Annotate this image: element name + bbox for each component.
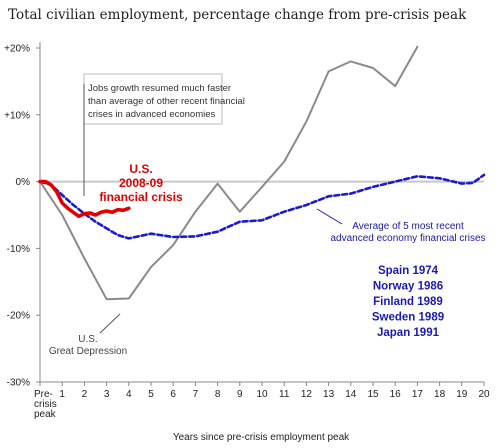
x-tick-label: 8 bbox=[215, 389, 221, 400]
callout-text: Jobs growth resumed much faster than aver… bbox=[88, 83, 245, 120]
x-tick-label: 20 bbox=[478, 389, 490, 400]
x-tick-label: 18 bbox=[434, 389, 446, 400]
great-depression-label: U.S. Great Depression bbox=[49, 334, 127, 357]
series-lines bbox=[38, 45, 486, 301]
x-tick-label: 14 bbox=[345, 389, 357, 400]
y-tick-label: -20% bbox=[7, 311, 30, 322]
x-tick-label: 17 bbox=[412, 389, 424, 400]
x-tick-label: 5 bbox=[148, 389, 154, 400]
great-depression-leader bbox=[99, 313, 121, 334]
us-2008-label: U.S. 2008-09 financial crisis bbox=[99, 162, 183, 204]
x-tick-label: Pre-crisis peak bbox=[34, 389, 57, 420]
x-axis-label: Years since pre-crisis employment peak bbox=[173, 432, 350, 443]
x-tick-label: 3 bbox=[104, 389, 110, 400]
y-tick-label: -30% bbox=[7, 378, 30, 389]
callout-box bbox=[83, 73, 223, 125]
y-tick-label: 0% bbox=[16, 177, 31, 188]
annotations: Jobs growth resumed much faster than aver… bbox=[49, 73, 486, 357]
x-tick-label: 12 bbox=[301, 389, 313, 400]
x-tick-label: 10 bbox=[256, 389, 268, 400]
x-tick-label: 2 bbox=[82, 389, 88, 400]
x-tick-label: 15 bbox=[367, 389, 379, 400]
x-tick-label: 4 bbox=[126, 389, 132, 400]
series-line bbox=[39, 45, 419, 301]
x-tick-label: 6 bbox=[170, 389, 176, 400]
average-label: Average of 5 most recent advanced economy… bbox=[330, 221, 485, 244]
y-tick-label: +10% bbox=[4, 110, 30, 121]
y-tick-label: -10% bbox=[7, 244, 30, 255]
chart-title: Total civilian employment, percentage ch… bbox=[8, 7, 467, 23]
x-tick-label: 7 bbox=[193, 389, 199, 400]
x-tick-label: 11 bbox=[279, 389, 290, 400]
series-line bbox=[38, 179, 131, 219]
countries-list: Spain 1974 Norway 1986 Finland 1989 Sweden … bbox=[372, 265, 444, 339]
y-tick-label: +20% bbox=[4, 44, 30, 55]
average-leader bbox=[316, 208, 343, 225]
x-tick-label: 1 bbox=[59, 389, 65, 400]
x-tick-label: 19 bbox=[456, 389, 468, 400]
x-tick-label: 16 bbox=[390, 389, 402, 400]
x-tick-label: 13 bbox=[323, 389, 335, 400]
x-tick-label: 9 bbox=[237, 389, 243, 400]
